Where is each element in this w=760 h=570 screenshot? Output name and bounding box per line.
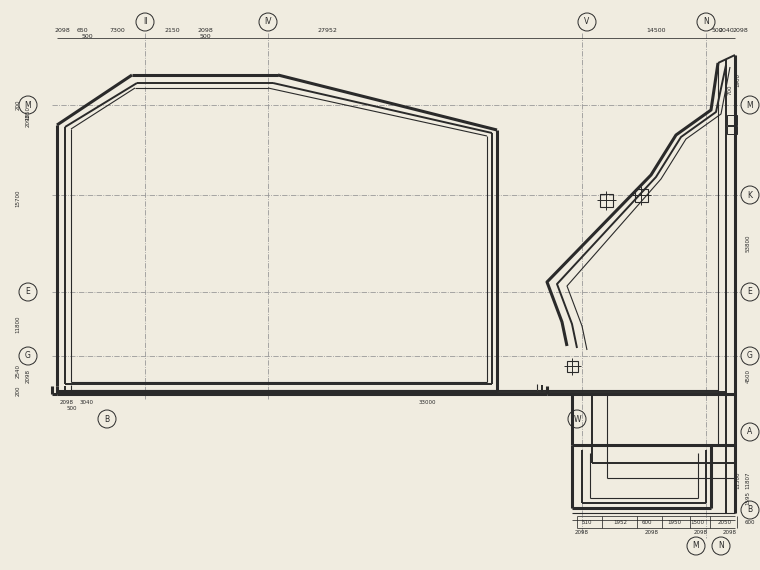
Text: G: G	[25, 352, 31, 360]
Text: 11807: 11807	[746, 471, 750, 488]
Text: 2050: 2050	[718, 520, 732, 526]
Text: M: M	[746, 100, 753, 109]
Text: 2098: 2098	[60, 400, 74, 405]
Text: 200: 200	[15, 100, 21, 110]
Bar	[727, 126, 737, 134]
Text: 2098: 2098	[645, 531, 659, 535]
Text: 3040: 3040	[80, 400, 94, 405]
Text: 27952: 27952	[317, 27, 337, 32]
Text: 2540: 2540	[15, 364, 21, 378]
Text: A: A	[747, 428, 752, 437]
Text: E: E	[26, 287, 30, 296]
Text: B: B	[747, 506, 752, 515]
Text: 600: 600	[641, 520, 652, 526]
Text: 11800: 11800	[15, 315, 21, 333]
Text: V: V	[584, 18, 590, 26]
Text: 1900: 1900	[736, 73, 740, 87]
Text: 1950: 1950	[667, 520, 681, 526]
Text: 33000: 33000	[418, 400, 435, 405]
Text: 2098: 2098	[575, 531, 589, 535]
Text: II: II	[143, 18, 147, 26]
Text: G: G	[747, 352, 753, 360]
Text: 2040: 2040	[718, 27, 734, 32]
Text: IV: IV	[264, 18, 272, 26]
Text: B: B	[104, 414, 109, 424]
Text: 15700: 15700	[15, 190, 21, 207]
Text: 650: 650	[76, 27, 88, 32]
Text: N: N	[718, 542, 724, 551]
Text: 200: 200	[15, 386, 21, 396]
Text: 2098: 2098	[197, 27, 213, 32]
Text: 14500: 14500	[646, 27, 666, 32]
Text: 4500: 4500	[746, 369, 750, 383]
Text: 1595: 1595	[746, 491, 750, 505]
Bar	[635, 189, 648, 202]
Text: 2098: 2098	[26, 369, 30, 383]
Text: 1952: 1952	[613, 520, 627, 526]
Text: 2098: 2098	[732, 27, 748, 32]
Text: 1250: 1250	[26, 106, 30, 120]
Text: M: M	[692, 542, 699, 551]
Text: E: E	[748, 287, 752, 296]
Text: 1500: 1500	[690, 520, 704, 526]
Text: 7300: 7300	[109, 27, 125, 32]
Text: 510: 510	[581, 520, 592, 526]
Text: 600: 600	[745, 520, 755, 526]
Text: M: M	[24, 100, 31, 109]
Text: 2098: 2098	[54, 27, 70, 32]
Text: 53800: 53800	[746, 235, 750, 253]
Text: 500: 500	[67, 406, 78, 412]
Text: 2150: 2150	[164, 27, 180, 32]
Text: 2098: 2098	[694, 531, 708, 535]
Text: 700: 700	[727, 85, 733, 95]
Text: W: W	[573, 414, 581, 424]
Text: 500: 500	[81, 34, 93, 39]
Bar	[566, 360, 578, 372]
Text: 11500: 11500	[736, 471, 740, 488]
Text: 2098: 2098	[26, 113, 30, 127]
Text: K: K	[748, 190, 752, 200]
Bar	[727, 115, 737, 125]
Text: N: N	[703, 18, 709, 26]
Text: 500: 500	[711, 27, 723, 32]
Text: 2098: 2098	[723, 531, 737, 535]
Text: 500: 500	[199, 34, 211, 39]
Bar	[600, 193, 613, 206]
